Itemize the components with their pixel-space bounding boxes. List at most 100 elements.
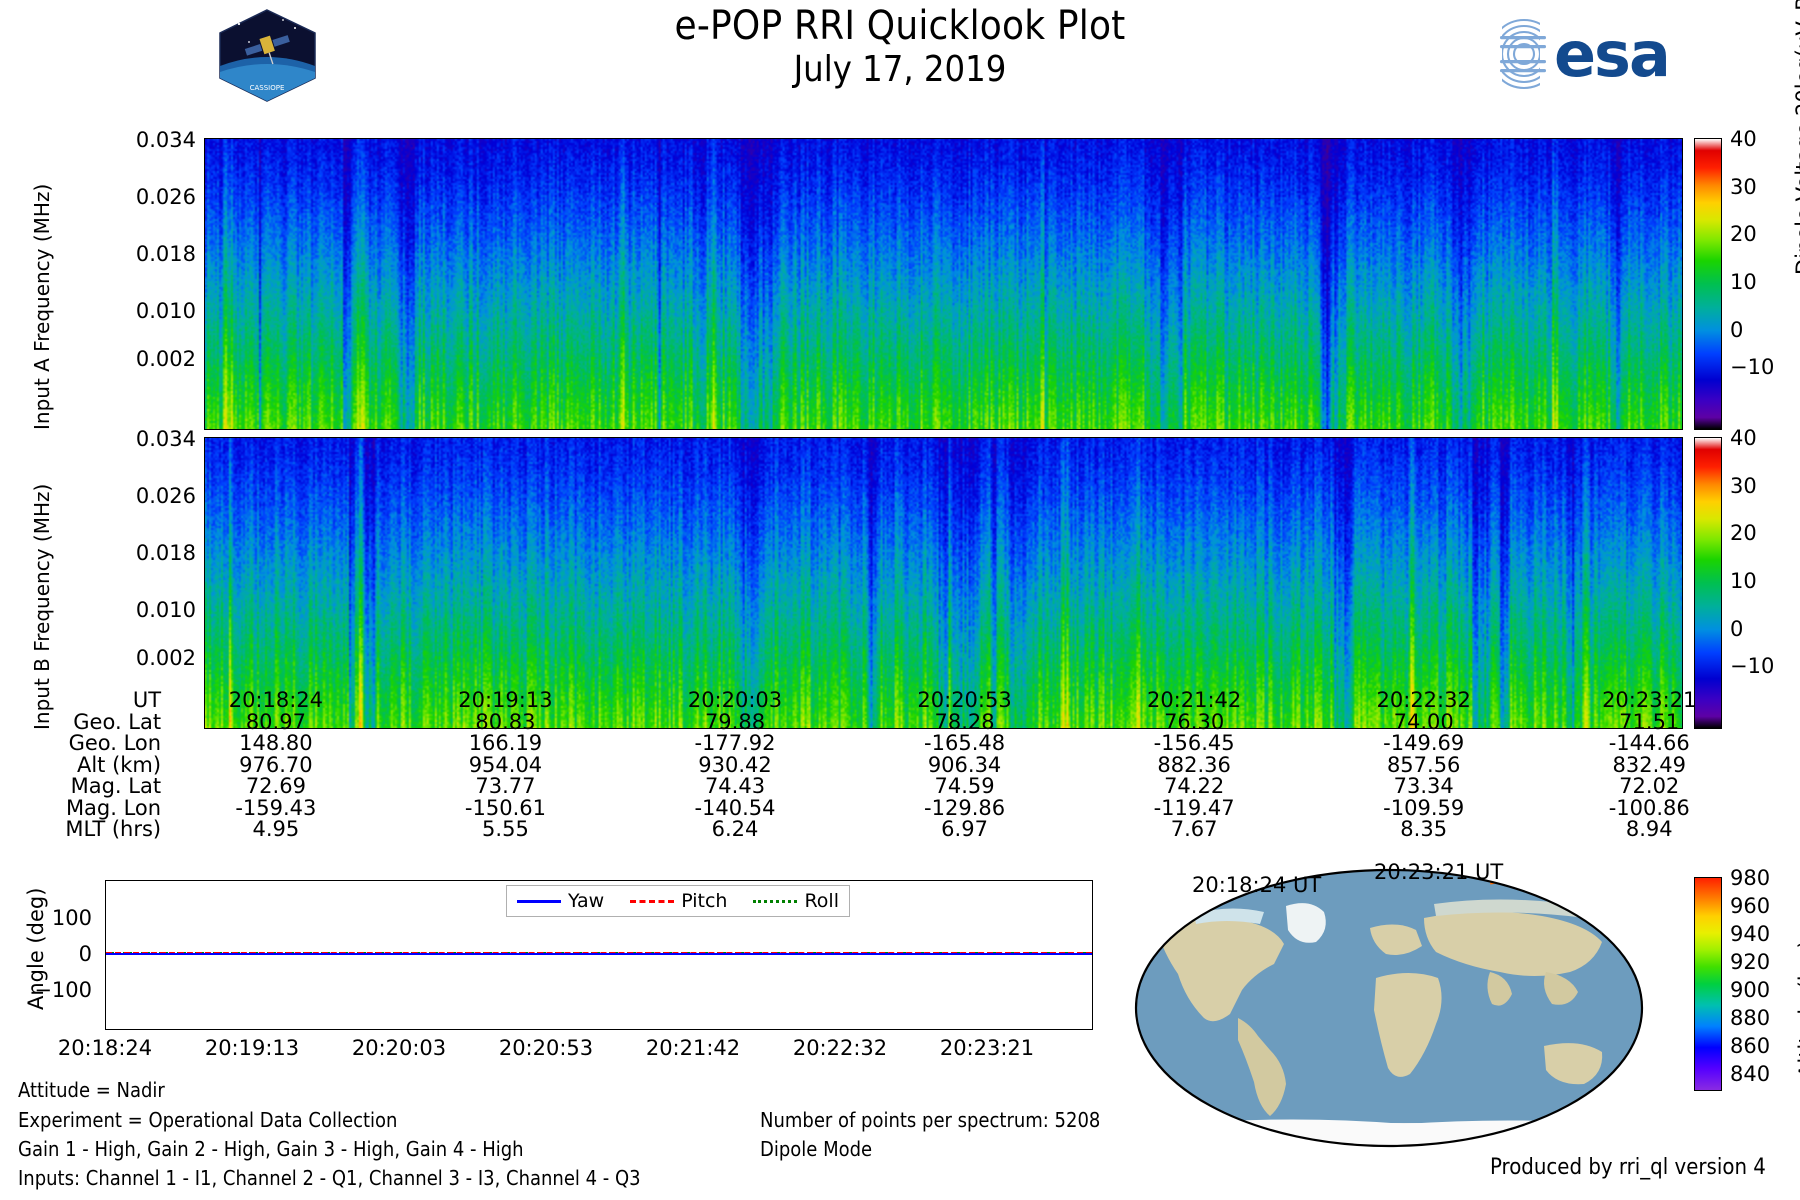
table-cell: -109.59 — [1383, 795, 1465, 820]
table-cell: -144.66 — [1608, 731, 1690, 755]
table-cell: 20:21:42 — [1146, 688, 1242, 712]
table-cell: 80.83 — [475, 709, 536, 734]
panel-a-ylabel: Input A Frequency (MHz) — [30, 183, 54, 430]
attitude-xtick-1: 20:19:13 — [204, 1036, 300, 1060]
table-row-label: Geo. Lon — [68, 731, 162, 755]
table-row: Alt (km) 976.70 954.04 930.42 906.34 882.36 85… — [0, 752, 1760, 777]
table-cell: 5.55 — [482, 817, 529, 841]
table-cell: 78.28 — [934, 709, 995, 734]
alt-tick-5: 880 — [1730, 1006, 1771, 1030]
attitude-ytick-1: 0 — [78, 942, 92, 966]
table-cell: 73.34 — [1393, 774, 1454, 798]
table-cell: -140.54 — [694, 795, 776, 820]
alt-tick-0: 980 — [1730, 866, 1771, 890]
panel-a-ytick-1: 0.026 — [135, 185, 196, 209]
voltage-colorbar-label: Dipole Voltage 20log(μV_BS) — [1792, 0, 1800, 275]
legend-label-yaw: Yaw — [568, 890, 605, 912]
table-cell: 148.80 — [239, 731, 313, 755]
table-cell: 7.67 — [1170, 817, 1218, 841]
legend-label-pitch: Pitch — [681, 890, 728, 912]
alt-tick-7: 840 — [1730, 1062, 1771, 1086]
table-cell: -149.69 — [1383, 731, 1465, 755]
cbar-a-tick-0: 40 — [1730, 127, 1757, 151]
table-row-label: Geo. Lat — [73, 709, 162, 734]
cbar-b-tick-3: 10 — [1730, 569, 1757, 593]
footer-mode: Dipole Mode — [760, 1137, 873, 1161]
table-cell: 8.35 — [1400, 817, 1448, 841]
svg-text:CASSIOPE: CASSIOPE — [250, 84, 285, 92]
legend-item-yaw: Yaw — [517, 890, 604, 912]
cbar-b-tick-4: 0 — [1730, 617, 1744, 641]
table-cell: 72.69 — [245, 774, 306, 798]
attitude-xtick-6: 20:23:21 — [939, 1036, 1035, 1060]
alt-tick-3: 920 — [1730, 950, 1771, 974]
table-cell: 20:20:03 — [687, 688, 783, 712]
table-row: UT 20:18:24 20:19:13 20:20:03 20:20:53 20:21:… — [0, 688, 1760, 712]
panel-b-ytick-0: 0.034 — [135, 427, 196, 451]
table-cell: -159.43 — [235, 795, 317, 820]
footer-attitude: Attitude = Nadir — [18, 1078, 165, 1102]
table-cell: 930.42 — [698, 752, 772, 777]
panel-a-ytick-2: 0.018 — [135, 242, 196, 266]
page-title: e-POP RRI Quicklook Plot — [674, 3, 1126, 49]
table-cell: -165.48 — [924, 731, 1006, 755]
table-cell: 20:18:24 — [228, 688, 324, 712]
table-cell: 832.49 — [1612, 752, 1686, 777]
svg-text:esa: esa — [1554, 18, 1669, 91]
table-cell: 166.19 — [468, 731, 543, 755]
cbar-a-tick-1: 30 — [1730, 175, 1757, 199]
table-cell: -156.45 — [1153, 731, 1235, 755]
table-cell: 74.59 — [934, 774, 995, 798]
panel-a-ytick-3: 0.010 — [135, 299, 196, 323]
ephemeris-table-body: UT 20:18:24 20:19:13 20:20:03 20:20:53 20:21:… — [0, 688, 1760, 841]
table-row: Mag. Lon -159.43 -150.61 -140.54 -129.86 -119… — [0, 795, 1760, 820]
altitude-colorbar-label: Altitude (km) — [1795, 940, 1800, 1078]
table-cell: -150.61 — [464, 795, 546, 820]
footer-gain: Gain 1 - High, Gain 2 - High, Gain 3 - H… — [18, 1137, 524, 1161]
footer-points: Number of points per spectrum: 5208 — [760, 1108, 1101, 1132]
table-cell: 20:23:21 — [1602, 688, 1697, 712]
ground-track-map: 20:18:24 UT 20:23:21 UT — [1134, 860, 1644, 1148]
map-start-time-label: 20:23:21 UT — [1374, 860, 1504, 884]
table-row-label: Mag. Lat — [70, 774, 162, 798]
table-cell: 20:19:13 — [458, 688, 553, 712]
attitude-ytick-2: −100 — [34, 978, 92, 1002]
cbar-b-tick-2: 20 — [1730, 521, 1757, 545]
cbar-b-tick-0: 40 — [1730, 426, 1757, 450]
legend-label-roll: Roll — [804, 890, 839, 912]
attitude-xtick-4: 20:21:42 — [645, 1036, 741, 1060]
legend-item-pitch: Pitch — [630, 890, 727, 912]
table-cell: 74.00 — [1393, 709, 1454, 734]
footer-experiment: Experiment = Operational Data Collection — [18, 1108, 398, 1132]
table-row-label: Alt (km) — [76, 752, 162, 777]
cassiope-mission-patch-icon: CASSIOPE — [215, 8, 320, 103]
alt-tick-1: 960 — [1730, 894, 1771, 918]
table-cell: 20:20:53 — [917, 688, 1012, 712]
panel-b-ytick-4: 0.002 — [135, 646, 196, 670]
panel-a-ytick-0: 0.034 — [135, 128, 196, 152]
legend-swatch-roll — [753, 899, 798, 903]
table-cell: 976.70 — [239, 752, 313, 777]
table-cell: -100.86 — [1608, 795, 1690, 820]
table-row: Geo. Lat 80.97 80.83 79.88 78.28 76.30 74.00 71… — [0, 709, 1760, 734]
attitude-xtick-3: 20:20:53 — [498, 1036, 594, 1060]
cbar-a-tick-2: 20 — [1730, 222, 1757, 246]
voltage-colorbar-a — [1694, 138, 1722, 430]
table-cell: -119.47 — [1153, 795, 1235, 820]
footer-produced-by: Produced by rri_ql version 4 — [1490, 1155, 1766, 1180]
footer-inputs: Inputs: Channel 1 - I1, Channel 2 - Q1, … — [18, 1166, 641, 1190]
table-cell: 6.97 — [941, 817, 988, 841]
panel-b-ytick-2: 0.018 — [135, 541, 196, 565]
alt-tick-4: 900 — [1730, 978, 1771, 1002]
table-cell: 20:22:32 — [1376, 688, 1471, 712]
table-cell: 8.94 — [1625, 817, 1673, 841]
table-cell: 6.24 — [711, 817, 759, 841]
input-a-spectrogram — [204, 138, 1683, 430]
attitude-line-yaw — [106, 953, 1092, 955]
page-header: e-POP RRI Quicklook Plot July 17, 2019 — [0, 4, 1800, 90]
table-cell: 857.56 — [1386, 752, 1461, 777]
table-row: Mag. Lat 72.69 73.77 74.43 74.59 74.22 73.34 72… — [0, 774, 1760, 798]
table-row-label: MLT (hrs) — [65, 817, 162, 841]
voltage-colorbar-b — [1694, 437, 1722, 729]
table-row: Geo. Lon 148.80 166.19 -177.92 -165.48 -156.4… — [0, 731, 1760, 755]
